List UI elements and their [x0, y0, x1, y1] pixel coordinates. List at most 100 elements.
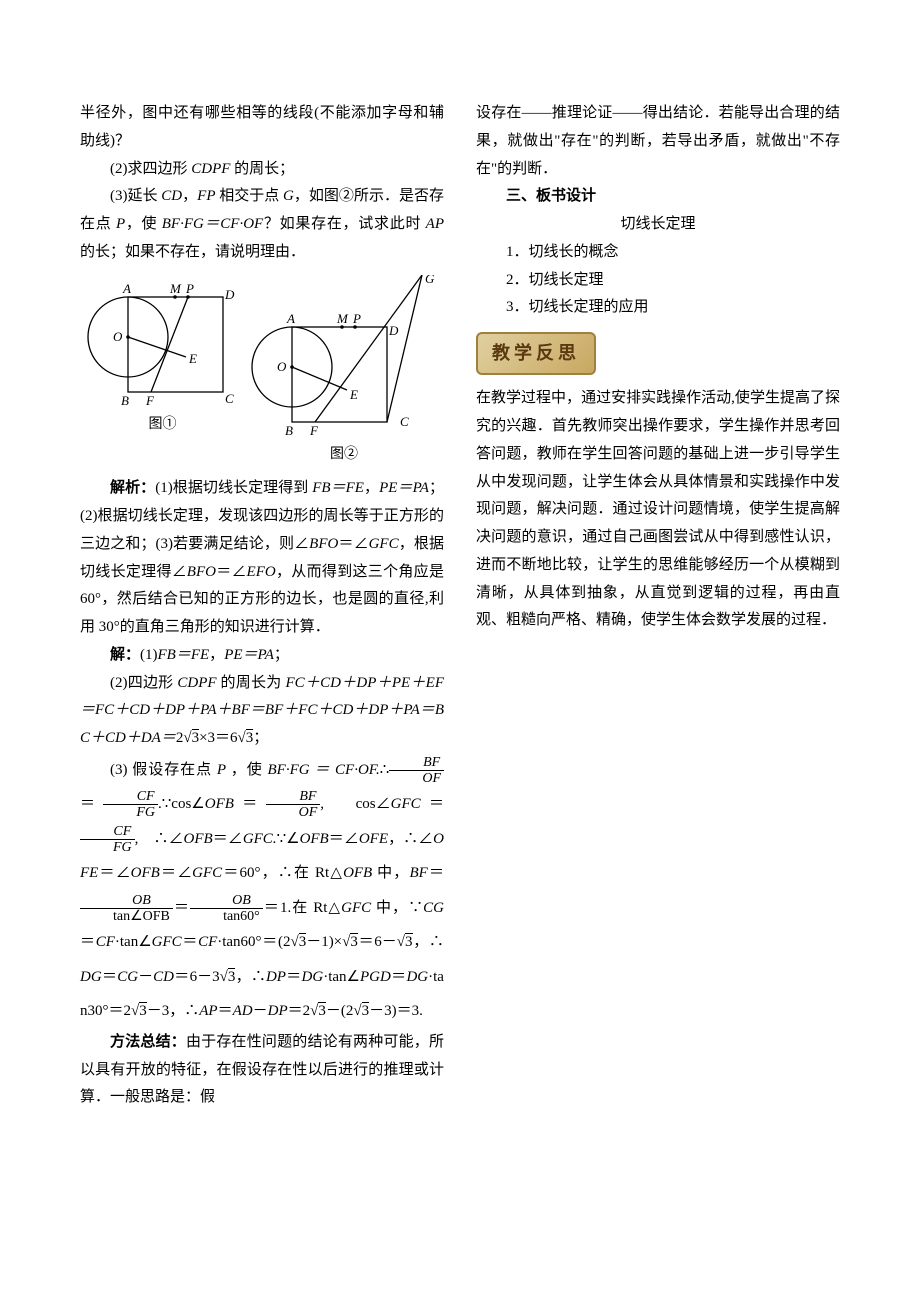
s3-v15: CF [96, 934, 115, 950]
s3-v11: OFB [343, 865, 372, 881]
s2-g: ×3＝6 [199, 730, 237, 746]
s3-v24: DG [406, 969, 428, 985]
s3-e: ＝ [234, 796, 266, 812]
s3-v21: DP [266, 969, 286, 985]
q3-t1: (3)延长 [110, 188, 161, 204]
s1-d: PE＝PA [224, 647, 274, 663]
s3-v17: CF [198, 934, 217, 950]
board-item-1: 1．切线长的概念 [476, 239, 840, 267]
s2-f: 3 [192, 729, 200, 746]
s3-am: ＝2 [288, 1003, 311, 1019]
frac-num: CF [103, 789, 158, 805]
s3-v18: DG [80, 969, 102, 985]
s3-t: 中，∵ [371, 900, 423, 916]
s3-v4: OFB [184, 831, 213, 847]
s3-v16: GFC [152, 934, 182, 950]
figure-1-svg: A M P D O E B F C [83, 275, 243, 410]
s3-sq3: 3 [405, 933, 413, 950]
s3-f: , cos∠ [320, 796, 390, 812]
an-1c: ， [364, 480, 379, 496]
s3-v26: AD [233, 1003, 253, 1019]
s3-g: ＝ [421, 796, 444, 812]
s3-i: ＝∠ [213, 831, 243, 847]
board-item-3: 3．切线长定理的应用 [476, 294, 840, 322]
q2-prefix: (2)求四边形 [110, 161, 191, 177]
analysis-label: 解析： [110, 480, 155, 496]
sqrt-icon: √ [131, 1003, 139, 1019]
figure-1: A M P D O E B F C 图① [83, 275, 243, 468]
svg-text:B: B [285, 423, 293, 438]
reflection-heading-box: 教学反思 [476, 322, 840, 385]
q3-t5: ，使 [125, 216, 162, 232]
s3-o: ＝60°，∴在 Rt△ [222, 865, 343, 881]
figure-2: A M P D O E B F C G 图② [247, 275, 442, 468]
frac-num: BF [389, 755, 444, 771]
q2-suffix: 的周长； [230, 161, 294, 177]
s3-ad: ＝6－3 [174, 969, 220, 985]
svg-text:D: D [388, 323, 399, 338]
sqrt-icon: √ [220, 969, 228, 985]
s3-ah: ＝ [391, 969, 407, 985]
sqrt-icon: √ [353, 1003, 361, 1019]
svg-text:E: E [349, 387, 358, 402]
s3-z: ＝6－ [358, 934, 397, 950]
q3-v3: G [283, 188, 294, 204]
svg-text:A: A [286, 311, 295, 326]
s3-ak: ＝ [218, 1003, 233, 1019]
svg-text:B: B [121, 393, 129, 408]
s3-d: .∵cos∠ [158, 796, 205, 812]
frac-den: OF [389, 771, 444, 786]
fraction: OBtan∠OFB [80, 893, 173, 925]
para-solve-2: (2)四边形 CDPF 的周长为 FC＋CD＋DP＋PE＋EF＝FC＋CD＋DP… [80, 670, 444, 753]
an-1l: EFO [247, 564, 276, 580]
board-item-2: 2．切线长定理 [476, 267, 840, 295]
sqrt-icon: √ [238, 730, 246, 746]
para-continuation: 设存在——推理论证——得出结论．若能导出合理的结果，就做出"存在"的判断，若导出… [476, 100, 840, 183]
s3-af: ＝ [286, 969, 302, 985]
q3-t2: ， [182, 188, 197, 204]
fraction: BFOF [389, 755, 444, 787]
s3-aa: ，∴ [413, 934, 444, 950]
q3-v2: FP [197, 188, 215, 204]
frac-num: OB [190, 893, 263, 909]
left-column: 半径外，图中还有哪些相等的线段(不能添加字母和辅助线)？ (2)求四边形 CDP… [80, 100, 444, 1112]
s3-j: ∵∠ [277, 831, 300, 847]
s3-v6: OFB [300, 831, 329, 847]
right-column: 设存在——推理论证——得出结论．若能导出合理的结果，就做出"存在"的判断，若导出… [476, 100, 840, 1112]
fraction: CFFG [103, 789, 158, 821]
para-analysis: 解析：(1)根据切线长定理得到 FB＝FE，PE＝PA；(2)根据切线长定理，发… [80, 475, 444, 642]
s3-v23: PGD [360, 969, 391, 985]
an-1k: ＝∠ [216, 564, 247, 580]
svg-text:C: C [225, 391, 234, 406]
s3-v9: OFB [131, 865, 160, 881]
s3-ac: － [138, 969, 153, 985]
para-q2: (2)求四边形 CDPF 的周长； [80, 156, 444, 184]
frac-den: OF [266, 805, 321, 820]
s3-v: ·tan∠ [115, 934, 152, 950]
para-method: 方法总结：由于存在性问题的结论有两种可能，所以具有开放的特征，在假设存在性以后进… [80, 1029, 444, 1112]
two-column-layout: 半径外，图中还有哪些相等的线段(不能添加字母和辅助线)？ (2)求四边形 CDP… [80, 100, 840, 1112]
s3-x: ·tan60°＝(2 [217, 934, 290, 950]
q3-t3: 相交于点 [215, 188, 283, 204]
frac-den: tan60° [190, 909, 263, 924]
s3-v22: DG [302, 969, 324, 985]
an-1a: (1)根据切线长定理得到 [155, 480, 312, 496]
s3-h: , ∴∠ [135, 831, 184, 847]
s3-ae: ，∴ [235, 969, 266, 985]
an-1f: BFO [309, 536, 338, 552]
s3-ag: ·tan∠ [323, 969, 360, 985]
s3-c: ∴ [380, 762, 390, 778]
frac-den: tan∠OFB [80, 909, 173, 924]
s3-v19: CG [117, 969, 138, 985]
s3-v20: CD [153, 969, 174, 985]
svg-text:F: F [309, 423, 319, 438]
reflection-heading: 教学反思 [476, 332, 596, 375]
s3-k: ＝∠ [329, 831, 359, 847]
para-solve-1: 解：(1)FB＝FE，PE＝PA； [80, 642, 444, 670]
s3-an: －(2 [326, 1003, 354, 1019]
svg-text:E: E [188, 351, 197, 366]
para-q3: (3)延长 CD，FP 相交于点 G，如图②所示．是否存在点 P，使 BF·FG… [80, 183, 444, 266]
s3-e1: BF·FG ＝ CF·OF. [268, 762, 380, 778]
q3-v5: AP [426, 216, 444, 232]
s3-w: ＝ [182, 934, 198, 950]
